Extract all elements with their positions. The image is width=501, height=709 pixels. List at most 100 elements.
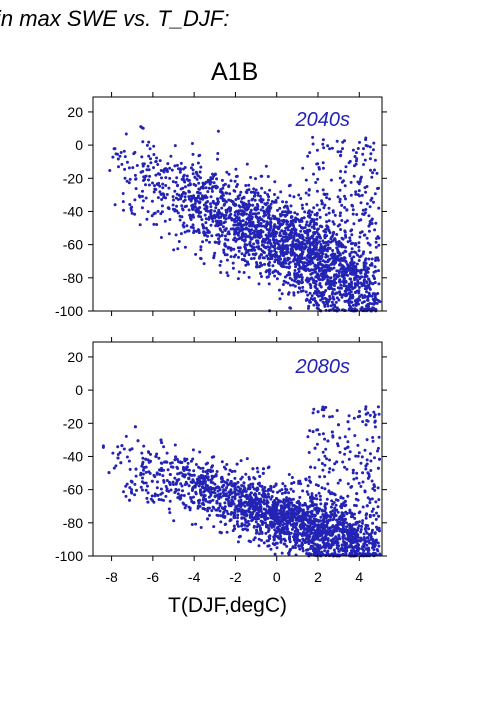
data-point: [278, 222, 282, 225]
data-point: [309, 219, 313, 223]
data-point: [335, 269, 339, 273]
data-point: [283, 532, 287, 536]
data-point: [346, 420, 350, 424]
data-point: [256, 193, 260, 197]
data-point: [268, 238, 272, 242]
data-point: [300, 217, 304, 220]
data-point: [299, 197, 303, 200]
data-point: [361, 152, 365, 156]
data-point: [322, 245, 326, 249]
data-point: [301, 546, 305, 550]
data-point: [312, 231, 316, 235]
data-point: [282, 265, 286, 269]
data-point: [293, 284, 297, 288]
data-point: [143, 465, 147, 469]
data-point: [366, 298, 369, 302]
data-point: [165, 193, 169, 196]
data-point: [271, 542, 275, 546]
data-point: [318, 498, 322, 502]
data-point: [317, 458, 321, 462]
data-point: [286, 499, 290, 503]
data-point: [169, 465, 173, 469]
data-point: [119, 151, 123, 154]
data-point: [300, 240, 304, 244]
data-point: [351, 204, 355, 208]
data-point: [358, 255, 362, 259]
data-point: [327, 542, 331, 546]
data-point: [247, 510, 251, 513]
data-point: [263, 486, 267, 489]
data-point: [329, 505, 333, 509]
data-point: [280, 551, 284, 555]
data-point: [262, 541, 266, 545]
data-point: [327, 299, 331, 303]
data-point: [353, 503, 356, 507]
data-point: [147, 183, 151, 187]
data-point: [148, 147, 152, 151]
data-point: [333, 511, 337, 515]
data-point: [256, 241, 260, 245]
data-point: [219, 495, 223, 499]
data-point: [377, 435, 381, 439]
data-point: [269, 523, 273, 527]
data-point: [226, 512, 230, 516]
data-point: [141, 456, 145, 460]
data-point: [314, 181, 318, 184]
data-point: [321, 291, 325, 295]
data-point: [237, 249, 241, 253]
data-point: [328, 284, 332, 288]
data-point: [262, 219, 266, 223]
data-point: [327, 489, 331, 493]
data-point: [175, 163, 179, 167]
data-point: [192, 495, 195, 499]
data-point: [377, 526, 381, 530]
data-point: [346, 482, 350, 486]
data-point: [198, 170, 202, 174]
data-point: [370, 217, 374, 221]
data-point: [262, 251, 266, 255]
data-point: [145, 217, 149, 221]
data-point: [273, 233, 277, 236]
data-point: [198, 450, 202, 454]
data-point: [372, 200, 375, 204]
data-point: [335, 246, 339, 250]
data-point: [310, 234, 314, 238]
data-point: [129, 479, 133, 483]
data-point: [245, 528, 249, 532]
data-point: [359, 281, 363, 285]
data-point: [332, 303, 335, 307]
data-point: [326, 304, 330, 308]
data-point: [305, 518, 309, 522]
data-point: [301, 503, 305, 507]
data-point: [289, 236, 293, 240]
data-point: [140, 488, 144, 492]
data-point: [199, 210, 203, 214]
data-point: [196, 228, 200, 232]
data-point: [307, 256, 311, 260]
data-point: [377, 412, 381, 416]
data-point: [188, 213, 192, 217]
data-point: [138, 195, 142, 199]
data-point: [291, 243, 295, 247]
data-point: [338, 516, 342, 520]
data-point: [352, 222, 356, 226]
data-point: [291, 545, 295, 549]
data-point: [230, 200, 234, 204]
data-point: [360, 230, 364, 234]
data-point: [225, 530, 229, 534]
data-point: [364, 405, 368, 409]
data-point: [155, 486, 159, 490]
data-point: [152, 166, 155, 170]
data-point: [218, 502, 222, 506]
data-point: [351, 541, 355, 544]
data-point: [316, 177, 320, 181]
data-point: [248, 503, 252, 507]
data-point: [184, 504, 188, 507]
data-point: [308, 242, 312, 246]
data-point: [209, 480, 213, 484]
data-point: [184, 473, 187, 477]
data-point: [269, 253, 273, 257]
data-point: [319, 285, 323, 289]
data-point: [376, 486, 380, 490]
data-point: [316, 253, 320, 257]
